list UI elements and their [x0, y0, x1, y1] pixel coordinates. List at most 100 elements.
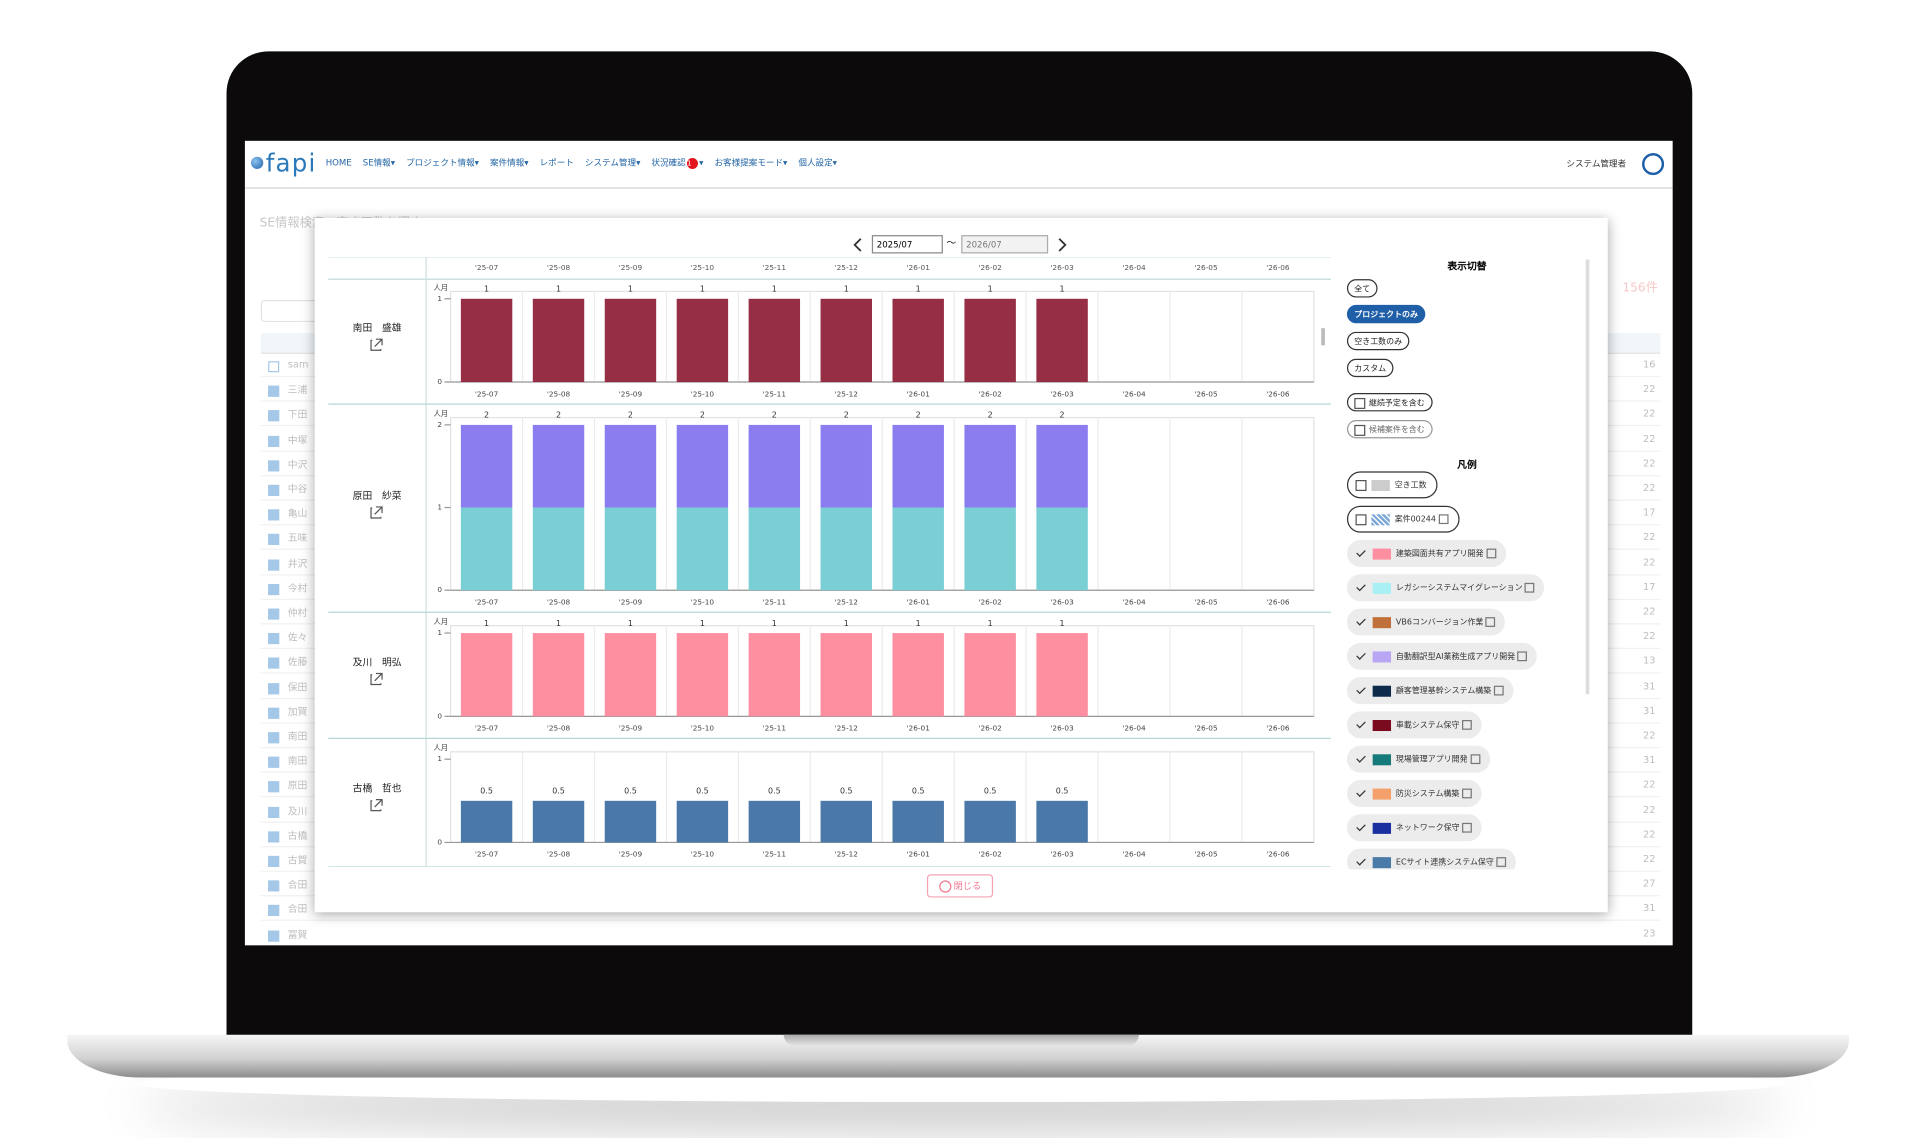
check-mark	[1356, 822, 1366, 832]
person-name: 南田 盛雄	[353, 321, 402, 334]
bar	[964, 801, 1015, 843]
y-tick-label: 2	[437, 420, 442, 429]
bar	[1036, 633, 1087, 716]
y-tick-label: 1	[437, 628, 442, 637]
legend-item[interactable]: 車載システム保守	[1347, 711, 1481, 738]
legend-swatch	[1373, 651, 1391, 662]
value-label: 1	[556, 619, 561, 628]
x-tick-label: '25-11	[763, 724, 786, 733]
x-tick-label: '26-06	[1266, 724, 1290, 733]
checkbox	[1354, 397, 1365, 408]
x-tick-label: '26-03	[1050, 850, 1074, 859]
x-tick-label: '26-03	[1050, 389, 1074, 398]
toggle-button[interactable]: 全て	[1347, 279, 1378, 297]
option-label: 継続予定を含む	[1369, 398, 1425, 408]
legend-swatch	[1373, 822, 1391, 833]
bar	[533, 425, 584, 508]
bar	[605, 633, 656, 716]
value-label: 1	[916, 619, 921, 628]
x-tick-label: '25-11	[763, 597, 786, 606]
legend-label: 空き工数	[1395, 480, 1427, 490]
value-label: 1	[556, 284, 561, 293]
x-tick-label: '26-05	[1194, 597, 1218, 606]
toggle-button[interactable]: プロジェクトのみ	[1347, 305, 1425, 323]
check-mark	[1356, 547, 1366, 557]
value-label: 0.5	[768, 787, 781, 796]
bar	[749, 425, 800, 508]
legend-item[interactable]: 顧客管理基幹システム構築	[1347, 677, 1513, 704]
bar	[1036, 299, 1087, 382]
legend-label: レガシーシステムマイグレーション	[1396, 583, 1523, 593]
checkbox-option[interactable]: 継続予定を含む	[1347, 393, 1432, 411]
x-tick-label: '25-12	[835, 850, 858, 859]
x-tick-label: '25-07	[475, 597, 499, 606]
external-link-icon	[1494, 686, 1504, 696]
external-link-icon	[1462, 720, 1472, 730]
bar	[605, 801, 656, 843]
total-label: 2	[916, 411, 921, 420]
x-tick-label: '26-06	[1266, 389, 1290, 398]
external-link-icon	[1486, 549, 1496, 559]
x-tick-label: '25-11	[763, 389, 786, 398]
x-tick-label: '25-10	[691, 389, 715, 398]
external-link-icon	[1486, 617, 1496, 627]
toggle-button[interactable]: 空き工数のみ	[1347, 332, 1409, 350]
legend-item[interactable]: 防災システム構築	[1347, 780, 1481, 807]
header-month: '26-03	[1050, 263, 1074, 272]
checkbox-option[interactable]: 候補案件を含む	[1347, 420, 1432, 438]
legend-item[interactable]: 空き工数	[1347, 471, 1438, 498]
external-link-icon	[1462, 789, 1472, 799]
check-mark	[1356, 650, 1366, 660]
legend-item[interactable]: 現場管理アプリ開発	[1347, 746, 1490, 773]
x-tick-label: '26-04	[1122, 597, 1146, 606]
bar	[821, 425, 872, 508]
x-tick-label: '26-02	[978, 850, 1001, 859]
x-tick-label: '26-04	[1122, 724, 1146, 733]
external-link-icon	[371, 800, 382, 811]
header-month: '25-10	[691, 263, 715, 272]
check-mark	[1356, 582, 1366, 592]
total-label: 2	[772, 411, 777, 420]
x-tick-label: '26-01	[907, 389, 930, 398]
bar	[605, 299, 656, 382]
header-month: '25-07	[475, 263, 499, 272]
toggle-button[interactable]: カスタム	[1347, 359, 1394, 377]
legend-label: 案件00244	[1395, 514, 1436, 524]
bar	[749, 299, 800, 382]
value-label: 1	[916, 284, 921, 293]
bar	[1036, 508, 1087, 591]
checkbox	[1356, 514, 1367, 525]
legend-label: ECサイト連携システム保守	[1396, 857, 1494, 867]
x-tick-label: '25-08	[547, 597, 571, 606]
bar	[461, 633, 512, 716]
bar	[605, 508, 656, 591]
unit-label: 人月	[433, 409, 448, 418]
value-label: 0.5	[552, 787, 565, 796]
external-link-icon	[1518, 651, 1528, 661]
bar	[749, 633, 800, 716]
legend-item[interactable]: 案件00244	[1347, 506, 1459, 533]
legend-label: ネットワーク保守	[1396, 823, 1460, 833]
bar	[1036, 425, 1087, 508]
x-tick-label: '25-10	[691, 597, 715, 606]
person-name: 古橋 哲也	[353, 782, 402, 795]
x-tick-label: '26-02	[978, 724, 1001, 733]
bar	[893, 425, 944, 508]
x-tick-label: '26-01	[907, 597, 930, 606]
value-label: 0.5	[840, 787, 853, 796]
legend-swatch	[1371, 479, 1389, 490]
legend-item[interactable]: ネットワーク保守	[1347, 814, 1482, 841]
x-tick-label: '25-12	[835, 389, 858, 398]
bar	[964, 425, 1015, 508]
bar	[964, 299, 1015, 382]
value-label: 1	[628, 619, 633, 628]
bar	[821, 508, 872, 591]
legend-item[interactable]: 自動翻訳型AI業務生成アプリ開発	[1347, 643, 1537, 670]
legend-item[interactable]: VB6コンバージョン作業	[1347, 609, 1505, 636]
legend-item[interactable]: レガシーシステムマイグレーション	[1347, 574, 1545, 601]
close-button[interactable]: 閉じる	[927, 874, 993, 897]
legend-item[interactable]: 建築図面共有アプリ開発	[1347, 540, 1506, 567]
x-tick-label: '25-09	[619, 724, 643, 733]
external-link-icon	[371, 673, 382, 684]
